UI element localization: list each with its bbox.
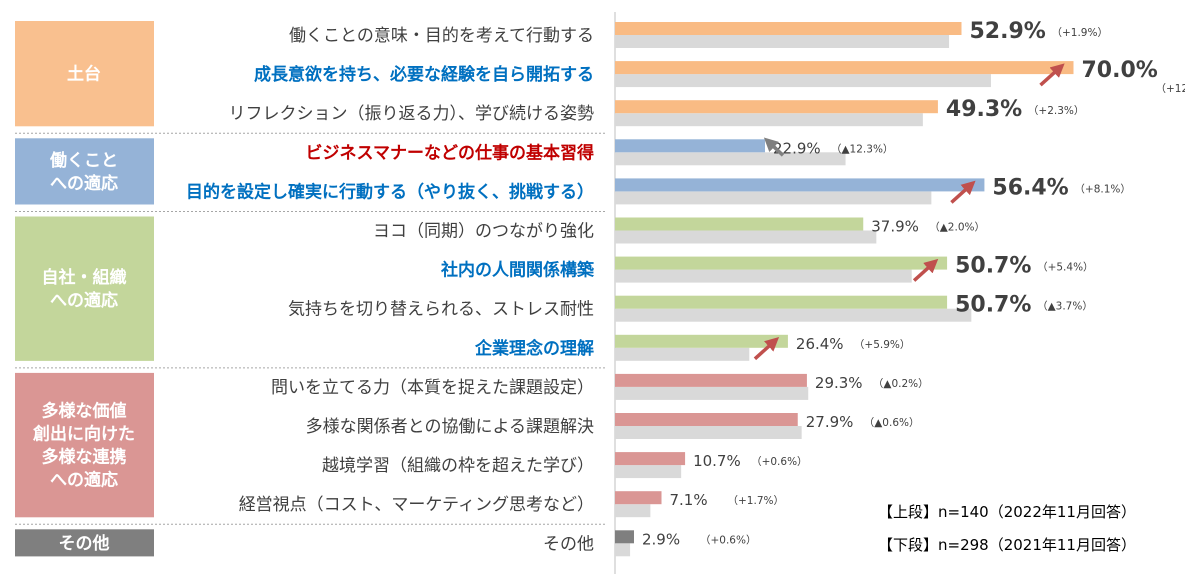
- up-arrow-icon: [1039, 63, 1065, 87]
- value-label: 26.4%: [796, 335, 844, 353]
- group-label: への適応: [50, 470, 118, 491]
- value-label: 52.9%: [969, 19, 1045, 44]
- bar-2021: [615, 113, 923, 127]
- value-label: 2.9%: [642, 530, 680, 548]
- bar-2022: [615, 530, 634, 544]
- change-label: （+12.6%）: [1156, 83, 1185, 95]
- group-box-1: [15, 138, 154, 205]
- bar-2022: [615, 413, 798, 426]
- change-label: （▲12.3%）: [831, 143, 893, 155]
- category-label: 経営視点（コスト、マーケティング思考など）: [239, 495, 594, 515]
- value-label: 50.7%: [955, 293, 1031, 318]
- category-label: ビジネスマナーなどの仕事の基本習得: [306, 142, 595, 163]
- value-label: 10.7%: [693, 452, 741, 470]
- group-label: 多様な価値: [42, 401, 127, 422]
- up-arrow-icon: [912, 258, 939, 282]
- change-label: （+2.3%）: [1028, 105, 1084, 117]
- group-label: 自社・組織: [42, 267, 127, 288]
- bar-2022: [615, 256, 948, 270]
- bar-2021: [615, 74, 991, 88]
- category-label: その他: [543, 534, 594, 554]
- group-label: 多様な連携: [42, 447, 127, 468]
- bar-2022: [615, 217, 864, 231]
- group-box-3: [15, 372, 154, 518]
- category-label: 成長意欲を持ち、必要な経験を自ら開拓する: [254, 64, 594, 85]
- group-label: 土台: [67, 64, 101, 85]
- category-label: ヨコ（同期）のつながり強化: [373, 222, 594, 242]
- bar-2021: [615, 347, 750, 361]
- value-label: 7.1%: [670, 491, 708, 509]
- bar-2021: [615, 465, 682, 479]
- value-label: 49.3%: [946, 97, 1022, 122]
- bar-2021: [615, 152, 846, 166]
- change-label: （+1.9%）: [1051, 27, 1107, 39]
- change-label: （+5.9%）: [854, 339, 910, 351]
- value-label: 22.9%: [773, 139, 821, 157]
- group-box-2: [15, 216, 154, 361]
- category-label: 企業理念の理解: [474, 338, 594, 359]
- bar-2022: [615, 139, 765, 153]
- bar-2022: [615, 373, 807, 387]
- up-arrow-icon: [753, 337, 780, 361]
- value-label: 70.0%: [1082, 58, 1158, 83]
- category-label: 働くことの意味・目的を考えて行動する: [289, 26, 594, 46]
- change-label: （+0.6%）: [751, 456, 807, 468]
- group-box-0: [15, 21, 154, 127]
- value-label: 37.9%: [871, 218, 919, 236]
- bar-2021: [615, 35, 950, 48]
- bar-2021: [615, 191, 932, 205]
- change-label: （▲2.0%）: [929, 222, 985, 234]
- change-label: （+0.6%）: [700, 534, 756, 546]
- change-label: （+1.7%）: [728, 495, 784, 507]
- bar-2021: [615, 386, 809, 400]
- change-label: （+5.4%）: [1037, 262, 1093, 274]
- bar-2022: [615, 295, 948, 309]
- bar-2021: [615, 230, 877, 244]
- category-label: 気持ちを切り替えられる、ストレス耐性: [288, 300, 594, 320]
- bar-2022: [615, 452, 686, 466]
- category-label: 多様な関係者との協働による課題解決: [306, 417, 594, 437]
- group-box-4: [15, 529, 154, 557]
- change-label: （+8.1%）: [1074, 183, 1130, 195]
- group-label: への適応: [50, 173, 118, 194]
- change-label: （▲0.6%）: [864, 417, 920, 429]
- bar-2021: [615, 426, 802, 439]
- bar-2022: [615, 100, 938, 114]
- bar-2021: [615, 504, 651, 518]
- change-label: （▲3.7%）: [1037, 301, 1093, 313]
- group-label: その他: [59, 533, 110, 554]
- category-label: リフレクション（振り返る力）、学び続ける姿勢: [229, 104, 595, 124]
- value-label: 29.3%: [815, 374, 863, 392]
- group-label: 働くこと: [49, 150, 118, 171]
- value-label: 27.9%: [806, 413, 854, 431]
- group-label: 創出に向けた: [32, 424, 135, 445]
- bar-2021: [615, 308, 972, 322]
- legend-upper: 【上段】n=140（2022年11月回答）: [878, 503, 1136, 521]
- bar-2022: [615, 22, 962, 35]
- category-label: 目的を設定し確実に行動する（やり抜く、挑戦する）: [186, 181, 594, 202]
- category-label: 問いを立てる力（本質を捉えた課題設定）: [271, 378, 594, 398]
- value-label: 50.7%: [955, 254, 1031, 279]
- change-label: （▲0.2%）: [873, 378, 929, 390]
- bar-2021: [615, 269, 912, 283]
- legend-lower: 【下段】n=298（2021年11月回答）: [878, 536, 1136, 554]
- down-arrow-icon: [763, 137, 785, 157]
- bar-2022: [615, 178, 985, 192]
- group-label: への適応: [50, 290, 118, 311]
- up-arrow-icon: [950, 180, 976, 204]
- bar-2022: [615, 491, 662, 505]
- category-label: 越境学習（組織の枠を超えた学び）: [322, 456, 594, 476]
- bar-2022: [615, 334, 788, 348]
- value-label: 56.4%: [992, 175, 1068, 200]
- category-label: 社内の人間関係構築: [440, 260, 595, 281]
- bar-2022: [615, 61, 1074, 75]
- bar-2021: [615, 543, 631, 557]
